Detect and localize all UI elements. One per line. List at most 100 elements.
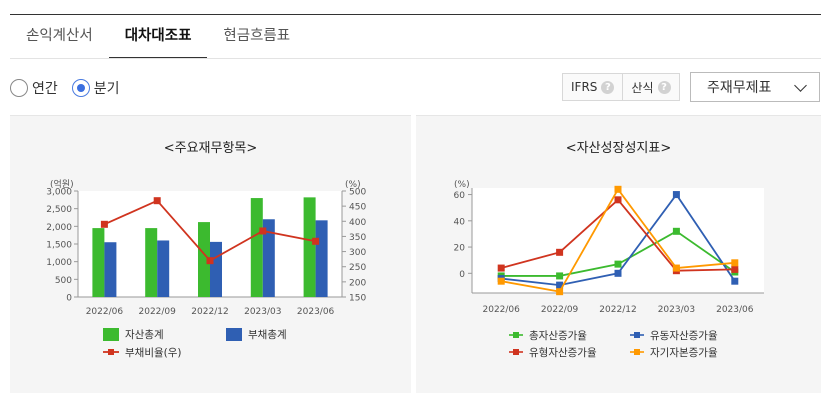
- y2-tick-label: 350: [349, 233, 366, 243]
- period-radio-group: 연간 분기: [10, 78, 120, 98]
- y2-tick-label: 300: [349, 248, 366, 258]
- y-tick-label: 500: [55, 276, 72, 286]
- statement-type-value: 주재무제표: [707, 80, 772, 96]
- x-tick-label: 2023/06: [716, 305, 754, 315]
- ifrs-label: IFRS: [571, 80, 598, 94]
- legend-label: 자기자본증가율: [650, 347, 718, 359]
- y-tick-label: 0: [66, 294, 72, 304]
- ifrs-button[interactable]: IFRS ?: [563, 74, 622, 100]
- y2-tick-label: 400: [349, 218, 366, 228]
- y2-unit-label: (%): [345, 180, 361, 190]
- y2-tick-label: 500: [349, 188, 366, 198]
- bar: [198, 222, 210, 297]
- bar: [104, 242, 117, 297]
- y-unit-label: (억원): [50, 178, 74, 190]
- radio-annual-circle[interactable]: [10, 79, 28, 97]
- bar: [157, 240, 170, 297]
- legend-marker-ratio: [108, 349, 114, 355]
- ratio-point: [259, 227, 267, 235]
- growth-panel: <자산성장성지표> 0 20 40 60 (%) 2022/06 2022/09 2022/1…: [416, 115, 821, 393]
- x-tick-label: 2022/12: [599, 305, 636, 315]
- legend-label-ratio: 부채비율(우): [125, 347, 182, 359]
- series-point: [614, 196, 622, 204]
- y-tick-label: 40: [454, 217, 466, 227]
- y-tick-label: 2,500: [46, 205, 72, 215]
- series-point: [731, 265, 739, 273]
- y-tick-label: 2,000: [46, 223, 72, 233]
- key-items-chart: 0 500 1,000 1,500 2,000 2,500 3,000 150 200 250 30…: [46, 178, 366, 359]
- legend-label-assets: 자산총계: [125, 329, 164, 341]
- tab-cash-flow[interactable]: 현금흐름표: [223, 28, 291, 44]
- bar: [262, 219, 275, 297]
- x-tick-label: 2022/09: [541, 305, 579, 315]
- standard-controls: IFRS ? 산식 ?: [562, 73, 680, 101]
- series-point: [556, 281, 564, 289]
- radio-quarterly-label: 분기: [93, 81, 120, 97]
- y2-tick-label: 150: [349, 294, 366, 304]
- y-tick-label: 1,000: [46, 258, 72, 268]
- bar: [250, 198, 263, 297]
- series-point: [731, 259, 739, 267]
- legend-marker: [634, 349, 640, 355]
- y2-tick-label: 250: [349, 263, 366, 273]
- bar: [210, 241, 222, 297]
- y-unit-label: (%): [454, 180, 470, 190]
- ratio-point: [153, 197, 161, 205]
- y-tick-label: 0: [459, 270, 465, 280]
- x-tick-label: 2023/03: [658, 305, 695, 315]
- ratio-point: [100, 220, 108, 228]
- x-tick-label: 2022/06: [483, 305, 521, 315]
- series-point: [497, 277, 505, 285]
- y-tick-label: 20: [454, 244, 466, 254]
- series-point: [672, 191, 680, 199]
- formula-button[interactable]: 산식 ?: [622, 74, 678, 100]
- help-icon[interactable]: ?: [657, 80, 671, 94]
- ratio-point: [206, 257, 214, 265]
- radio-annual-label: 연간: [32, 81, 58, 97]
- plot-area: [472, 188, 764, 293]
- radio-quarterly-circle[interactable]: [71, 79, 90, 97]
- tab-balance-sheet[interactable]: 대차대조표: [108, 15, 208, 59]
- y-tick-label: 3,000: [46, 188, 72, 198]
- series-point: [672, 264, 680, 272]
- x-tick-label: 2023/06: [297, 307, 335, 317]
- legend-swatch-assets: [103, 328, 119, 341]
- growth-chart-title: <자산성장성지표>: [565, 141, 672, 156]
- bar: [315, 220, 328, 297]
- chevron-down-icon: [794, 79, 807, 92]
- y-tick-label: 60: [454, 191, 466, 201]
- x-tick-label: 2022/12: [191, 307, 228, 317]
- series-point: [556, 272, 564, 280]
- tab-divider: [10, 58, 821, 59]
- legend-marker: [513, 332, 519, 338]
- series-point: [614, 260, 622, 268]
- radio-annual[interactable]: 연간: [10, 78, 58, 98]
- legend-label: 유형자산증가율: [529, 347, 597, 359]
- help-icon[interactable]: ?: [601, 80, 615, 94]
- x-tick-label: 2022/09: [139, 307, 177, 317]
- statement-tabs: 손익계산서 대차대조표 현금흐름표: [10, 15, 306, 59]
- series-point: [497, 264, 505, 272]
- x-tick-label: 2022/06: [86, 307, 124, 317]
- growth-chart: 0 20 40 60(%) 2022/06 2022/09 2022/12 2023/03 20…: [454, 180, 764, 359]
- series-point: [556, 288, 564, 296]
- key-items-panel: <주요재무항목> 0 500 1,000 1,500 2,000 2,500 3,000 15…: [10, 115, 411, 393]
- series-point: [731, 277, 739, 285]
- tab-income-statement[interactable]: 손익계산서: [26, 28, 93, 44]
- key-items-chart-title: <주요재무항목>: [163, 141, 258, 156]
- bar: [145, 228, 158, 297]
- legend-swatch-liabilities: [226, 328, 242, 341]
- formula-label: 산식: [631, 80, 654, 95]
- legend-label: 유동자산증가율: [650, 330, 718, 342]
- bar: [303, 197, 316, 297]
- statement-type-select[interactable]: 주재무제표: [690, 72, 820, 102]
- bar: [92, 228, 105, 297]
- y2-tick-label: 450: [349, 203, 366, 213]
- series-point: [614, 269, 622, 277]
- series-point: [614, 185, 622, 193]
- radio-quarterly[interactable]: 분기: [71, 78, 120, 98]
- series-point: [556, 248, 564, 256]
- top-rule: [10, 14, 821, 15]
- ratio-point: [312, 237, 320, 245]
- legend-label-liabilities: 부채총계: [248, 329, 287, 341]
